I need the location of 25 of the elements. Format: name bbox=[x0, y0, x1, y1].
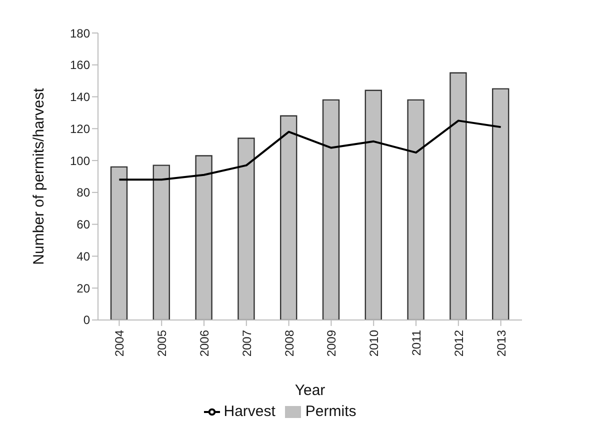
y-tick-label: 180 bbox=[70, 26, 90, 40]
y-tick-label: 160 bbox=[70, 58, 90, 72]
x-tick-label: 2004 bbox=[112, 330, 127, 357]
x-tick-label: 2006 bbox=[198, 330, 212, 357]
x-tick-label: 2009 bbox=[324, 330, 339, 357]
y-axis-title: Number of permits/harvest bbox=[30, 87, 48, 265]
y-tick-label: 60 bbox=[76, 218, 90, 232]
x-tick-label: 2011 bbox=[410, 330, 424, 356]
y-tick-label: 40 bbox=[76, 249, 90, 264]
x-tick-label: 2010 bbox=[367, 330, 382, 357]
y-tick-label: 100 bbox=[70, 154, 90, 168]
legend-label: Permits bbox=[305, 402, 356, 420]
x-tick-label: 2005 bbox=[155, 330, 170, 357]
y-tick-label: 20 bbox=[76, 281, 90, 296]
legend-label: Harvest bbox=[224, 402, 276, 420]
y-tick-label: 140 bbox=[70, 90, 90, 104]
x-tick-label: 2007 bbox=[240, 330, 254, 357]
x-axis-title: Year bbox=[294, 382, 326, 399]
x-tick-label: 2012 bbox=[452, 330, 466, 357]
line-series bbox=[118, 120, 502, 181]
y-tick-label: 0 bbox=[83, 313, 90, 328]
y-tick-label: 80 bbox=[76, 186, 90, 200]
x-tick-label: 2008 bbox=[282, 330, 296, 357]
x-tick-label: 2013 bbox=[494, 330, 508, 357]
y-tick-label: 120 bbox=[70, 122, 90, 136]
